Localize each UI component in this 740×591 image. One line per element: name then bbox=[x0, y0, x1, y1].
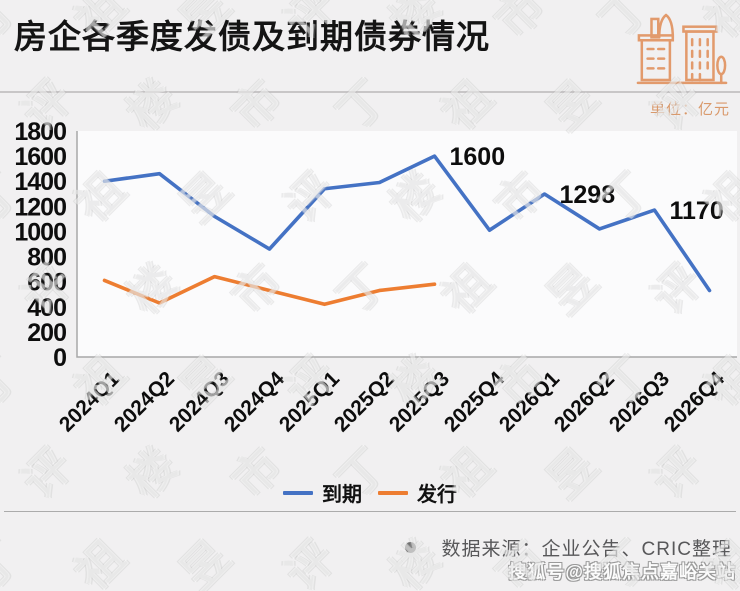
issuance-line-swatch bbox=[378, 490, 408, 495]
watermark-glyph: 昱 bbox=[170, 530, 240, 591]
chart-legend: 到期 发行 bbox=[0, 478, 740, 507]
svg-text:400: 400 bbox=[27, 294, 66, 322]
bullet-icon bbox=[404, 542, 416, 553]
svg-text:1200: 1200 bbox=[14, 193, 66, 221]
svg-text:2025Q1: 2025Q1 bbox=[275, 367, 344, 436]
header-divider bbox=[0, 91, 740, 93]
watermark-glyph: 祖 bbox=[65, 530, 135, 591]
data-source-row: 数据来源：企业公告、CRIC整理 bbox=[404, 534, 732, 561]
page-title: 房企各季度发债及到期债券情况 bbox=[14, 18, 490, 55]
svg-text:1000: 1000 bbox=[14, 218, 66, 246]
svg-text:0: 0 bbox=[53, 344, 66, 372]
svg-text:800: 800 bbox=[27, 244, 66, 272]
buildings-icon bbox=[636, 13, 728, 85]
maturity-line-swatch bbox=[283, 490, 313, 495]
svg-text:2026Q3: 2026Q3 bbox=[605, 367, 674, 436]
svg-text:1400: 1400 bbox=[14, 168, 66, 196]
svg-text:2025Q2: 2025Q2 bbox=[330, 367, 399, 436]
svg-text:2025Q4: 2025Q4 bbox=[440, 367, 509, 436]
footer-divider bbox=[4, 511, 736, 512]
legend-label-issuance: 发行 bbox=[417, 484, 457, 506]
svg-text:1800: 1800 bbox=[14, 118, 66, 146]
svg-text:2024Q1: 2024Q1 bbox=[55, 367, 124, 436]
svg-text:2026Q4: 2026Q4 bbox=[660, 367, 729, 436]
svg-text:2024Q3: 2024Q3 bbox=[165, 367, 234, 436]
watermark-glyph: 丁 bbox=[0, 530, 30, 591]
svg-text:2025Q3: 2025Q3 bbox=[385, 367, 454, 436]
svg-text:1298: 1298 bbox=[560, 181, 616, 209]
svg-text:2026Q1: 2026Q1 bbox=[495, 367, 564, 436]
legend-label-maturity: 到期 bbox=[322, 484, 362, 506]
svg-text:1170: 1170 bbox=[670, 197, 724, 225]
line-chart: 0200400600800100012001400160018002024Q12… bbox=[14, 118, 737, 436]
svg-text:1600: 1600 bbox=[450, 143, 506, 171]
svg-text:600: 600 bbox=[27, 269, 66, 297]
unit-label: 单位：亿元 bbox=[649, 101, 730, 118]
svg-text:2024Q2: 2024Q2 bbox=[110, 367, 179, 436]
data-source-text: 数据来源：企业公告、CRIC整理 bbox=[441, 539, 732, 560]
svg-text:1600: 1600 bbox=[14, 143, 66, 171]
svg-text:2024Q4: 2024Q4 bbox=[220, 367, 289, 436]
legend-item-maturity: 到期 bbox=[283, 478, 362, 507]
watermark-glyph: 评 bbox=[275, 530, 345, 591]
sohu-watermark: 搜狐号@搜狐焦点嘉峪关站 bbox=[508, 562, 736, 582]
legend-item-issuance: 发行 bbox=[378, 478, 457, 507]
svg-text:200: 200 bbox=[27, 319, 66, 347]
svg-text:2026Q2: 2026Q2 bbox=[550, 367, 619, 436]
watermark-glyph: 市 bbox=[485, 0, 555, 48]
